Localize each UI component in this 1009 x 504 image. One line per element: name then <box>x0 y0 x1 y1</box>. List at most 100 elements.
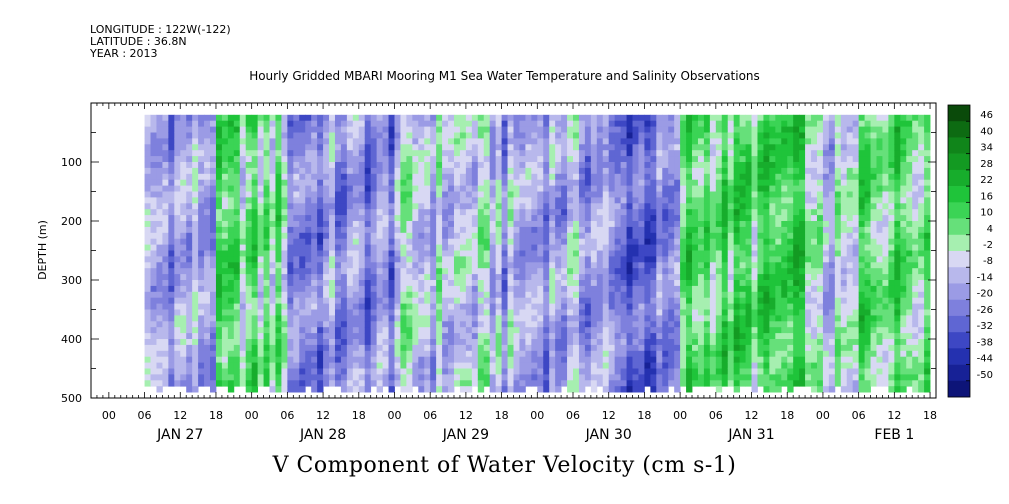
heatmap-cell <box>198 173 205 181</box>
heatmap-cell <box>680 126 687 133</box>
heatmap-cell <box>317 167 324 175</box>
heatmap-cell <box>442 303 449 310</box>
heatmap-cell <box>192 380 199 387</box>
heatmap-cell <box>364 156 372 163</box>
heatmap-cell <box>507 256 514 263</box>
heatmap-cell <box>370 173 378 181</box>
heatmap-cell <box>543 268 550 275</box>
heatmap-cell <box>769 268 776 275</box>
heatmap-cell <box>650 150 657 157</box>
heatmap-cell <box>573 138 580 145</box>
heatmap-cell <box>561 138 568 145</box>
heatmap-cell <box>697 120 705 127</box>
heatmap-cell <box>620 303 627 310</box>
heatmap-cell <box>192 114 199 122</box>
heatmap-cell <box>221 150 229 157</box>
heatmap-cell <box>680 321 687 328</box>
heatmap-cell <box>305 226 312 234</box>
heatmap-cell <box>531 238 538 245</box>
heatmap-cell <box>388 120 395 127</box>
heatmap-cell <box>453 262 461 269</box>
heatmap-cell <box>483 132 491 139</box>
heatmap-cell <box>644 315 651 322</box>
heatmap-cell <box>715 238 723 245</box>
heatmap-cell <box>567 120 574 127</box>
heatmap-cell <box>233 191 241 198</box>
heatmap-cell <box>674 215 681 222</box>
heatmap-cell <box>442 191 449 198</box>
heatmap-cell <box>406 315 413 322</box>
heatmap-cell <box>489 144 497 151</box>
heatmap-cell <box>573 232 580 240</box>
heatmap-cell <box>406 344 413 352</box>
heatmap-cell <box>150 327 157 334</box>
heatmap-cell <box>281 268 288 275</box>
heatmap-cell <box>602 162 610 169</box>
heatmap-cell <box>287 356 294 363</box>
heatmap-cell <box>198 120 205 127</box>
heatmap-cell <box>340 315 348 322</box>
heatmap-cell <box>317 285 324 293</box>
heatmap-cell <box>281 191 288 198</box>
heatmap-cell <box>477 368 485 375</box>
heatmap-cell <box>727 374 735 381</box>
heatmap-cell <box>686 114 693 122</box>
heatmap-cell <box>489 167 497 175</box>
heatmap-cell <box>245 368 253 375</box>
heatmap-cell <box>311 303 318 310</box>
heatmap-cell <box>483 374 491 381</box>
heatmap-cell <box>567 374 574 381</box>
heatmap-cell <box>192 203 199 210</box>
heatmap-cell <box>561 333 568 340</box>
heatmap-cell <box>329 327 336 334</box>
heatmap-cell <box>192 315 199 322</box>
heatmap-cell <box>573 380 580 387</box>
heatmap-cell <box>281 374 288 381</box>
heatmap-cell <box>358 303 366 310</box>
heatmap-cell <box>156 256 163 263</box>
heatmap-cell <box>430 291 437 299</box>
heatmap-cell <box>709 173 717 181</box>
heatmap-cell <box>489 209 497 216</box>
heatmap-cell <box>311 138 318 145</box>
heatmap-cell <box>358 262 366 269</box>
heatmap-cell <box>144 244 151 251</box>
heatmap-cell <box>686 244 693 251</box>
heatmap-cell <box>364 126 372 133</box>
heatmap-cell <box>436 126 443 133</box>
heatmap-cell <box>233 238 241 245</box>
heatmap-cell <box>311 203 318 210</box>
heatmap-cell <box>590 274 598 281</box>
heatmap-cell <box>680 156 687 163</box>
heatmap-cell <box>215 197 223 204</box>
heatmap-cell <box>471 150 479 157</box>
heatmap-cell <box>174 185 181 192</box>
heatmap-cell <box>465 362 473 369</box>
heatmap-cell <box>656 215 663 222</box>
heatmap-cell <box>584 280 592 287</box>
heatmap-cell <box>650 309 657 316</box>
heatmap-cell <box>245 185 253 192</box>
heatmap-cell <box>334 173 342 181</box>
heatmap-cell <box>662 285 669 293</box>
heatmap-cell <box>507 274 514 281</box>
heatmap-cell <box>555 179 562 186</box>
heatmap-cell <box>465 380 473 387</box>
heatmap-cell <box>305 297 312 304</box>
heatmap-cell <box>323 179 330 186</box>
heatmap-cell <box>775 309 782 316</box>
heatmap-cell <box>442 138 449 145</box>
heatmap-cell <box>287 238 294 245</box>
heatmap-cell <box>644 173 651 181</box>
heatmap-cell <box>198 238 205 245</box>
heatmap-cell <box>465 268 473 275</box>
heatmap-cell <box>150 203 157 210</box>
heatmap-cell <box>584 327 592 334</box>
heatmap-cell <box>269 226 276 234</box>
heatmap-cell <box>489 132 497 139</box>
heatmap-cell <box>697 203 705 210</box>
heatmap-cell <box>144 262 151 269</box>
heatmap-cell <box>537 256 544 263</box>
heatmap-cell <box>257 156 264 163</box>
heatmap-cell <box>614 321 622 328</box>
